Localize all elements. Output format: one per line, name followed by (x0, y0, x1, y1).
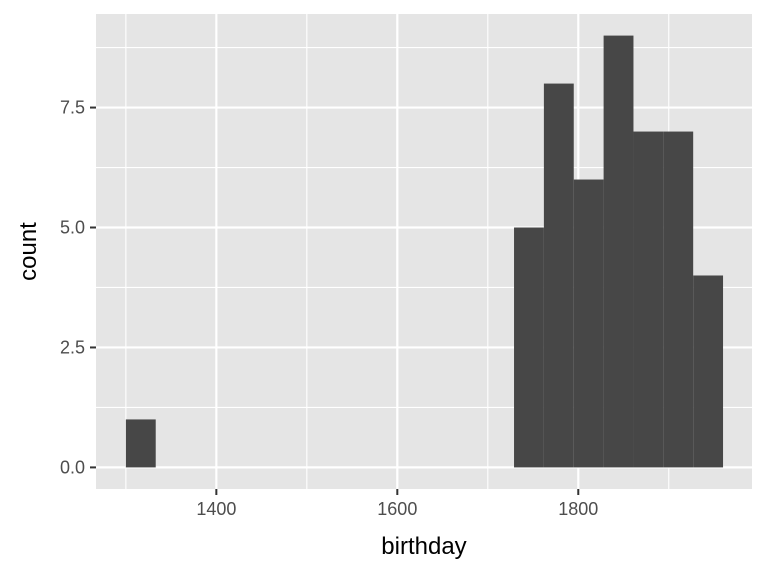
histogram-bar (543, 83, 574, 468)
x-axis: 1400 1600 1800 (196, 489, 598, 519)
histogram-bar (693, 275, 724, 468)
x-tick-label: 1400 (196, 499, 236, 519)
x-tick-label: 1800 (558, 499, 598, 519)
histogram-bar (125, 419, 156, 468)
x-tick-label: 1600 (377, 499, 417, 519)
y-tick-label: 7.5 (60, 98, 85, 118)
x-axis-title: birthday (381, 533, 466, 560)
y-tick-label: 0.0 (60, 457, 85, 477)
histogram-bar (663, 131, 694, 468)
histogram-bar (603, 35, 634, 468)
histogram-bar (573, 179, 604, 468)
histogram-bars (125, 35, 724, 468)
y-axis-title: count (15, 222, 42, 281)
y-axis: 0.0 2.5 5.0 7.5 (60, 98, 96, 477)
y-tick-label: 2.5 (60, 337, 85, 357)
histogram-bar (633, 131, 664, 468)
histogram-bar (514, 227, 544, 468)
y-tick-label: 5.0 (60, 218, 85, 238)
